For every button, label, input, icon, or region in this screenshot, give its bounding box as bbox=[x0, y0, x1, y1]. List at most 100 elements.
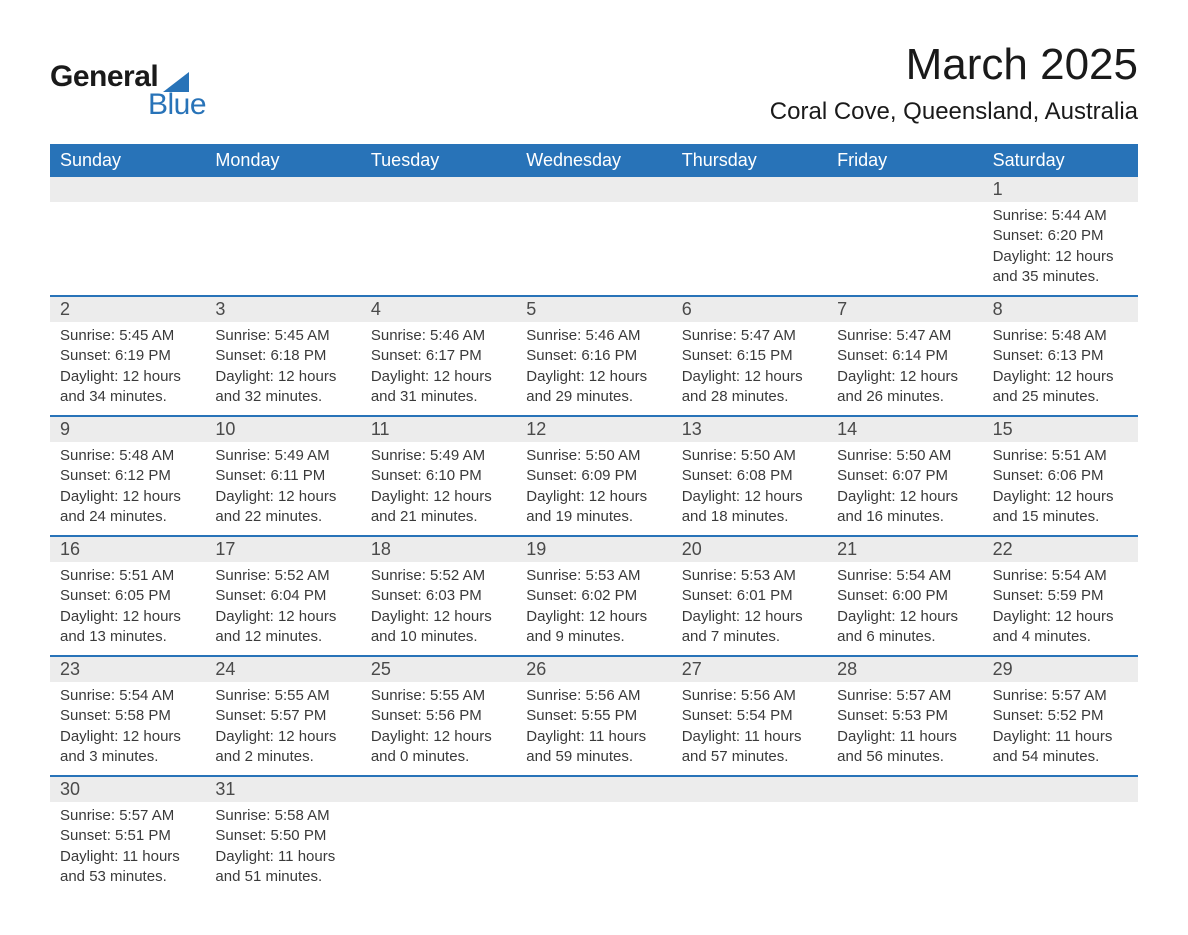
day-daylight2: and 21 minutes. bbox=[371, 507, 506, 527]
day-daylight2: and 59 minutes. bbox=[526, 747, 661, 767]
day-daylight1: Daylight: 11 hours bbox=[837, 727, 972, 747]
day-daylight1: Daylight: 12 hours bbox=[837, 607, 972, 627]
day-daylight2: and 35 minutes. bbox=[993, 267, 1128, 287]
day-sunset: Sunset: 6:02 PM bbox=[526, 586, 661, 606]
day-number: 28 bbox=[827, 657, 982, 682]
day-daylight2: and 32 minutes. bbox=[215, 387, 350, 407]
day-sunset: Sunset: 6:10 PM bbox=[371, 466, 506, 486]
day-sunset: Sunset: 6:01 PM bbox=[682, 586, 817, 606]
day-number: 22 bbox=[983, 537, 1138, 562]
day-number: 20 bbox=[672, 537, 827, 562]
day-sunset: Sunset: 5:52 PM bbox=[993, 706, 1128, 726]
day-cell: Sunrise: 5:50 AMSunset: 6:09 PMDaylight:… bbox=[516, 442, 671, 535]
day-sunset: Sunset: 6:00 PM bbox=[837, 586, 972, 606]
week-content-row: Sunrise: 5:57 AMSunset: 5:51 PMDaylight:… bbox=[50, 802, 1138, 895]
day-cell: Sunrise: 5:54 AMSunset: 6:00 PMDaylight:… bbox=[827, 562, 982, 655]
day-sunrise: Sunrise: 5:52 AM bbox=[215, 566, 350, 586]
day-sunset: Sunset: 5:51 PM bbox=[60, 826, 195, 846]
day-daylight1: Daylight: 12 hours bbox=[215, 727, 350, 747]
day-number: 14 bbox=[827, 417, 982, 442]
day-daylight2: and 3 minutes. bbox=[60, 747, 195, 767]
day-sunset: Sunset: 6:07 PM bbox=[837, 466, 972, 486]
day-sunset: Sunset: 6:17 PM bbox=[371, 346, 506, 366]
day-cell: Sunrise: 5:52 AMSunset: 6:03 PMDaylight:… bbox=[361, 562, 516, 655]
day-daylight1: Daylight: 12 hours bbox=[837, 487, 972, 507]
day-daylight1: Daylight: 12 hours bbox=[371, 367, 506, 387]
day-sunrise: Sunrise: 5:50 AM bbox=[837, 446, 972, 466]
day-sunset: Sunset: 6:09 PM bbox=[526, 466, 661, 486]
day-number: 11 bbox=[361, 417, 516, 442]
day-number: 27 bbox=[672, 657, 827, 682]
day-number: 19 bbox=[516, 537, 671, 562]
day-daylight1: Daylight: 12 hours bbox=[837, 367, 972, 387]
day-daylight2: and 28 minutes. bbox=[682, 387, 817, 407]
day-daylight1: Daylight: 11 hours bbox=[682, 727, 817, 747]
day-cell: Sunrise: 5:55 AMSunset: 5:57 PMDaylight:… bbox=[205, 682, 360, 775]
day-sunset: Sunset: 6:03 PM bbox=[371, 586, 506, 606]
day-daylight2: and 0 minutes. bbox=[371, 747, 506, 767]
day-header: Wednesday bbox=[516, 144, 671, 177]
day-number: 23 bbox=[50, 657, 205, 682]
day-cell: Sunrise: 5:50 AMSunset: 6:08 PMDaylight:… bbox=[672, 442, 827, 535]
day-sunset: Sunset: 5:50 PM bbox=[215, 826, 350, 846]
day-daylight1: Daylight: 12 hours bbox=[215, 487, 350, 507]
day-number: 26 bbox=[516, 657, 671, 682]
day-number bbox=[516, 777, 671, 802]
day-daylight1: Daylight: 12 hours bbox=[215, 607, 350, 627]
day-header: Thursday bbox=[672, 144, 827, 177]
day-cell: Sunrise: 5:52 AMSunset: 6:04 PMDaylight:… bbox=[205, 562, 360, 655]
day-cell: Sunrise: 5:44 AMSunset: 6:20 PMDaylight:… bbox=[983, 202, 1138, 295]
day-sunrise: Sunrise: 5:56 AM bbox=[526, 686, 661, 706]
day-sunrise: Sunrise: 5:45 AM bbox=[215, 326, 350, 346]
day-sunrise: Sunrise: 5:48 AM bbox=[60, 446, 195, 466]
day-daylight2: and 51 minutes. bbox=[215, 867, 350, 887]
day-number: 31 bbox=[205, 777, 360, 802]
day-sunrise: Sunrise: 5:57 AM bbox=[837, 686, 972, 706]
day-cell bbox=[50, 202, 205, 295]
day-number: 2 bbox=[50, 297, 205, 322]
day-number: 18 bbox=[361, 537, 516, 562]
day-daylight2: and 9 minutes. bbox=[526, 627, 661, 647]
day-daylight2: and 12 minutes. bbox=[215, 627, 350, 647]
day-sunset: Sunset: 6:06 PM bbox=[993, 466, 1128, 486]
day-number bbox=[827, 177, 982, 202]
day-sunset: Sunset: 6:08 PM bbox=[682, 466, 817, 486]
day-sunrise: Sunrise: 5:45 AM bbox=[60, 326, 195, 346]
day-daylight1: Daylight: 12 hours bbox=[682, 367, 817, 387]
day-daylight2: and 34 minutes. bbox=[60, 387, 195, 407]
day-sunrise: Sunrise: 5:50 AM bbox=[682, 446, 817, 466]
day-daylight2: and 2 minutes. bbox=[215, 747, 350, 767]
day-sunset: Sunset: 5:59 PM bbox=[993, 586, 1128, 606]
day-cell: Sunrise: 5:45 AMSunset: 6:18 PMDaylight:… bbox=[205, 322, 360, 415]
day-number: 8 bbox=[983, 297, 1138, 322]
day-cell bbox=[205, 202, 360, 295]
day-sunset: Sunset: 6:18 PM bbox=[215, 346, 350, 366]
day-cell bbox=[361, 802, 516, 895]
day-number: 30 bbox=[50, 777, 205, 802]
day-sunrise: Sunrise: 5:52 AM bbox=[371, 566, 506, 586]
day-cell: Sunrise: 5:51 AMSunset: 6:05 PMDaylight:… bbox=[50, 562, 205, 655]
calendar-body: 1Sunrise: 5:44 AMSunset: 6:20 PMDaylight… bbox=[50, 177, 1138, 895]
week-daynum-row: 3031 bbox=[50, 775, 1138, 802]
week-daynum-row: 1 bbox=[50, 177, 1138, 202]
day-sunrise: Sunrise: 5:54 AM bbox=[837, 566, 972, 586]
day-sunset: Sunset: 6:11 PM bbox=[215, 466, 350, 486]
day-number: 21 bbox=[827, 537, 982, 562]
day-sunrise: Sunrise: 5:56 AM bbox=[682, 686, 817, 706]
day-daylight2: and 24 minutes. bbox=[60, 507, 195, 527]
day-sunset: Sunset: 5:55 PM bbox=[526, 706, 661, 726]
day-daylight2: and 26 minutes. bbox=[837, 387, 972, 407]
day-cell: Sunrise: 5:48 AMSunset: 6:12 PMDaylight:… bbox=[50, 442, 205, 535]
day-sunrise: Sunrise: 5:54 AM bbox=[993, 566, 1128, 586]
day-number: 16 bbox=[50, 537, 205, 562]
week-daynum-row: 23242526272829 bbox=[50, 655, 1138, 682]
day-sunset: Sunset: 5:56 PM bbox=[371, 706, 506, 726]
day-cell: Sunrise: 5:54 AMSunset: 5:58 PMDaylight:… bbox=[50, 682, 205, 775]
brand-name-part2: Blue bbox=[148, 88, 206, 122]
day-number bbox=[361, 177, 516, 202]
day-daylight1: Daylight: 12 hours bbox=[60, 367, 195, 387]
day-cell: Sunrise: 5:47 AMSunset: 6:15 PMDaylight:… bbox=[672, 322, 827, 415]
day-sunrise: Sunrise: 5:44 AM bbox=[993, 206, 1128, 226]
day-sunrise: Sunrise: 5:53 AM bbox=[526, 566, 661, 586]
day-sunset: Sunset: 5:53 PM bbox=[837, 706, 972, 726]
